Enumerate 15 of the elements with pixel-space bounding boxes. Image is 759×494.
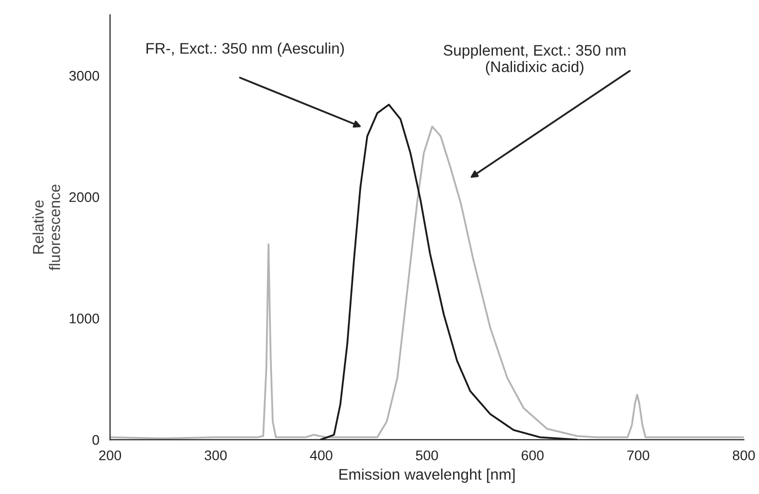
y-tick-label: 1000: [70, 314, 100, 324]
x-tick-label: 200: [99, 450, 122, 460]
annotation: Supplement, Exct.: 350 nm (Nalidixic acid): [444, 44, 626, 76]
x-tick-label: 700: [627, 450, 650, 460]
x-tick-label: 800: [732, 450, 755, 460]
x-tick-label: 400: [310, 450, 332, 460]
x-tick-label: 500: [416, 450, 438, 460]
annotation: FR-, Exct.: 350 nm (Aesculin): [146, 42, 344, 57]
x-tick-label: 300: [204, 450, 227, 460]
y-axis-title: Relative fluorescence: [32, 184, 60, 270]
y-tick-label: 2000: [69, 192, 100, 202]
x-axis-title: Emission wavelenght [nm]: [339, 468, 515, 483]
y-tick-label: 3000: [69, 70, 100, 81]
y-tick-label: 0: [92, 434, 100, 445]
x-tick-label: 600: [522, 450, 544, 460]
